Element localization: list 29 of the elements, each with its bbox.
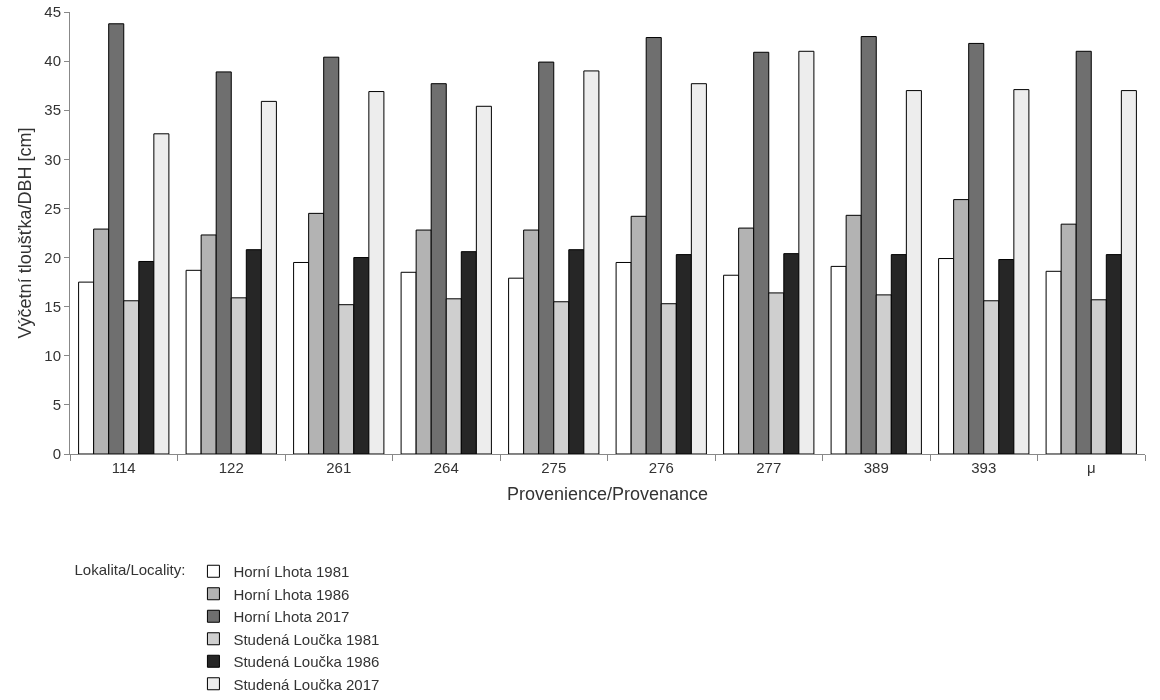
x-axis-title: Provenience/Provenance xyxy=(506,484,709,505)
x-tick-label: 122 xyxy=(218,459,244,476)
y-tick-label: 15 xyxy=(44,297,61,315)
x-tick-label: 264 xyxy=(433,459,459,476)
legend-label: Studená Loučka 1981 xyxy=(233,630,380,648)
x-tick-label: 114 xyxy=(111,459,136,476)
legend-label: Studená Loučka 1986 xyxy=(233,653,380,671)
x-tick-label: 277 xyxy=(756,459,782,476)
x-tick-label: 389 xyxy=(863,459,889,476)
x-tick-label: 275 xyxy=(541,459,567,476)
y-tick-label: 40 xyxy=(44,52,61,70)
y-axis-title: Výčetní tloušťka/DBH [cm] xyxy=(14,127,35,339)
y-tick-label: 0 xyxy=(52,445,61,463)
x-tick-label: 393 xyxy=(971,459,997,476)
legend-label: Horní Lhota 1981 xyxy=(233,563,350,581)
x-tick-label: μ xyxy=(1086,459,1096,476)
x-tick-label: 261 xyxy=(326,459,352,476)
y-tick-label: 5 xyxy=(52,396,61,414)
legend-label: Horní Lhota 1986 xyxy=(233,585,350,603)
legend-title: Lokalita/Locality: xyxy=(74,560,186,578)
y-tick-label: 45 xyxy=(44,3,61,21)
y-tick-label: 25 xyxy=(44,199,61,217)
y-tick-label: 20 xyxy=(44,248,61,266)
y-tick-label: 35 xyxy=(44,101,61,119)
legend-label: Horní Lhota 2017 xyxy=(233,608,350,626)
y-tick-label: 10 xyxy=(44,347,61,365)
y-tick-label: 30 xyxy=(44,150,61,168)
x-tick-label: 276 xyxy=(648,459,674,476)
legend-label: Studená Loučka 2017 xyxy=(233,675,380,693)
